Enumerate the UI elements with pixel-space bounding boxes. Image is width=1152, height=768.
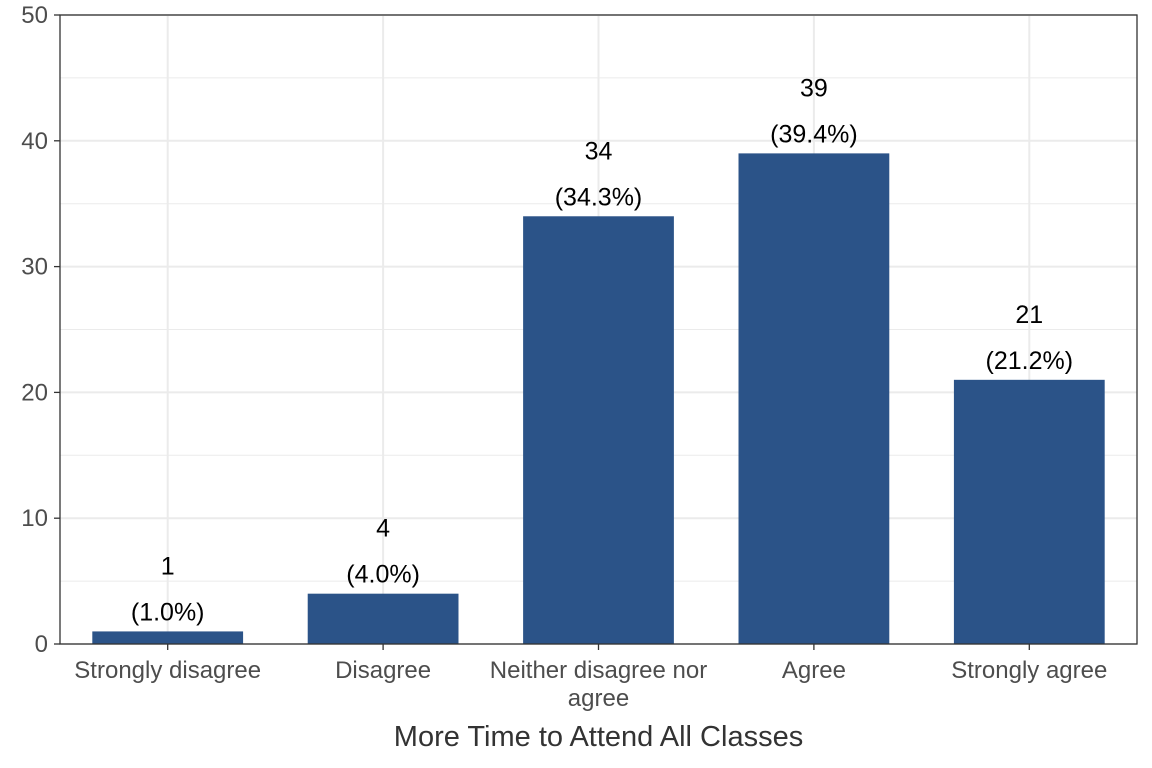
bar-count-label: 4 bbox=[376, 515, 390, 543]
x-axis: Strongly disagree Disagree Neither disagre… bbox=[74, 644, 1107, 712]
bar-count-label: 21 bbox=[1015, 301, 1043, 329]
y-tick-label: 10 bbox=[21, 505, 48, 532]
y-tick-label: 50 bbox=[21, 2, 48, 29]
bar-labels: 1 (1.0%) 4 (4.0%) 34 (34.3%) 39 (39.4%) 21 (21.2%… bbox=[131, 74, 1073, 626]
x-tick-label: Strongly disagree bbox=[74, 657, 261, 684]
bar bbox=[523, 216, 674, 644]
bar-count-label: 34 bbox=[585, 137, 613, 165]
bar-percent-label: (39.4%) bbox=[770, 120, 858, 148]
bar-count-label: 1 bbox=[161, 552, 175, 580]
x-axis-title: More Time to Attend All Classes bbox=[394, 721, 803, 753]
bar bbox=[307, 593, 459, 644]
bar-count-label: 39 bbox=[800, 74, 828, 102]
y-tick-label: 20 bbox=[21, 379, 48, 406]
x-tick-label: Disagree bbox=[335, 657, 431, 684]
bars bbox=[92, 153, 1105, 644]
bar bbox=[92, 631, 244, 644]
x-tick-label: Agree bbox=[782, 657, 846, 684]
bar-percent-label: (1.0%) bbox=[131, 598, 205, 626]
y-axis: 0 10 20 30 40 50 bbox=[21, 2, 60, 658]
bar-percent-label: (21.2%) bbox=[986, 347, 1074, 375]
bar-percent-label: (34.3%) bbox=[555, 183, 643, 211]
y-tick-label: 0 bbox=[35, 631, 48, 658]
x-tick-label: Neither disagree nor agree bbox=[490, 657, 707, 712]
y-tick-label: 40 bbox=[21, 128, 48, 155]
x-tick-label: Strongly agree bbox=[951, 657, 1107, 684]
bar bbox=[738, 153, 890, 644]
y-tick-label: 30 bbox=[21, 254, 48, 281]
bar bbox=[953, 379, 1105, 644]
bar-percent-label: (4.0%) bbox=[346, 561, 420, 589]
